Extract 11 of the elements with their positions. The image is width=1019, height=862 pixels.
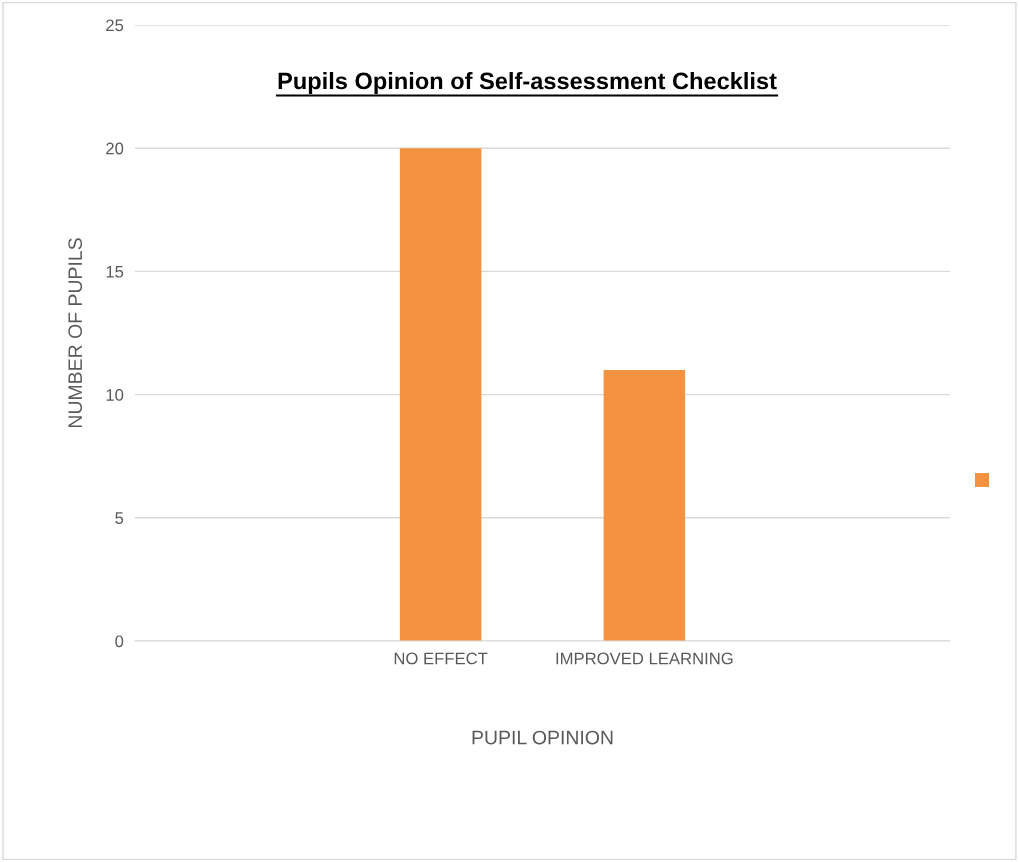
x-tick-label: IMPROVED LEARNING: [556, 652, 733, 665]
y-tick-label: 15: [106, 265, 124, 278]
y-tick-label: 25: [106, 19, 124, 32]
y-axis-title: NUMBER OF PUPILS: [68, 238, 83, 428]
y-tick-label: 5: [115, 512, 124, 524]
y-tick-label: 20: [106, 142, 124, 155]
x-tick-label: NO EFFECT: [394, 652, 488, 665]
y-tick-label: 0: [115, 635, 124, 648]
x-axis-title: PUPIL OPINION: [472, 730, 613, 745]
text: Pupils Opinion of Self-assessment Checklist: [278, 72, 777, 94]
y-tick-label: 10: [106, 389, 124, 401]
